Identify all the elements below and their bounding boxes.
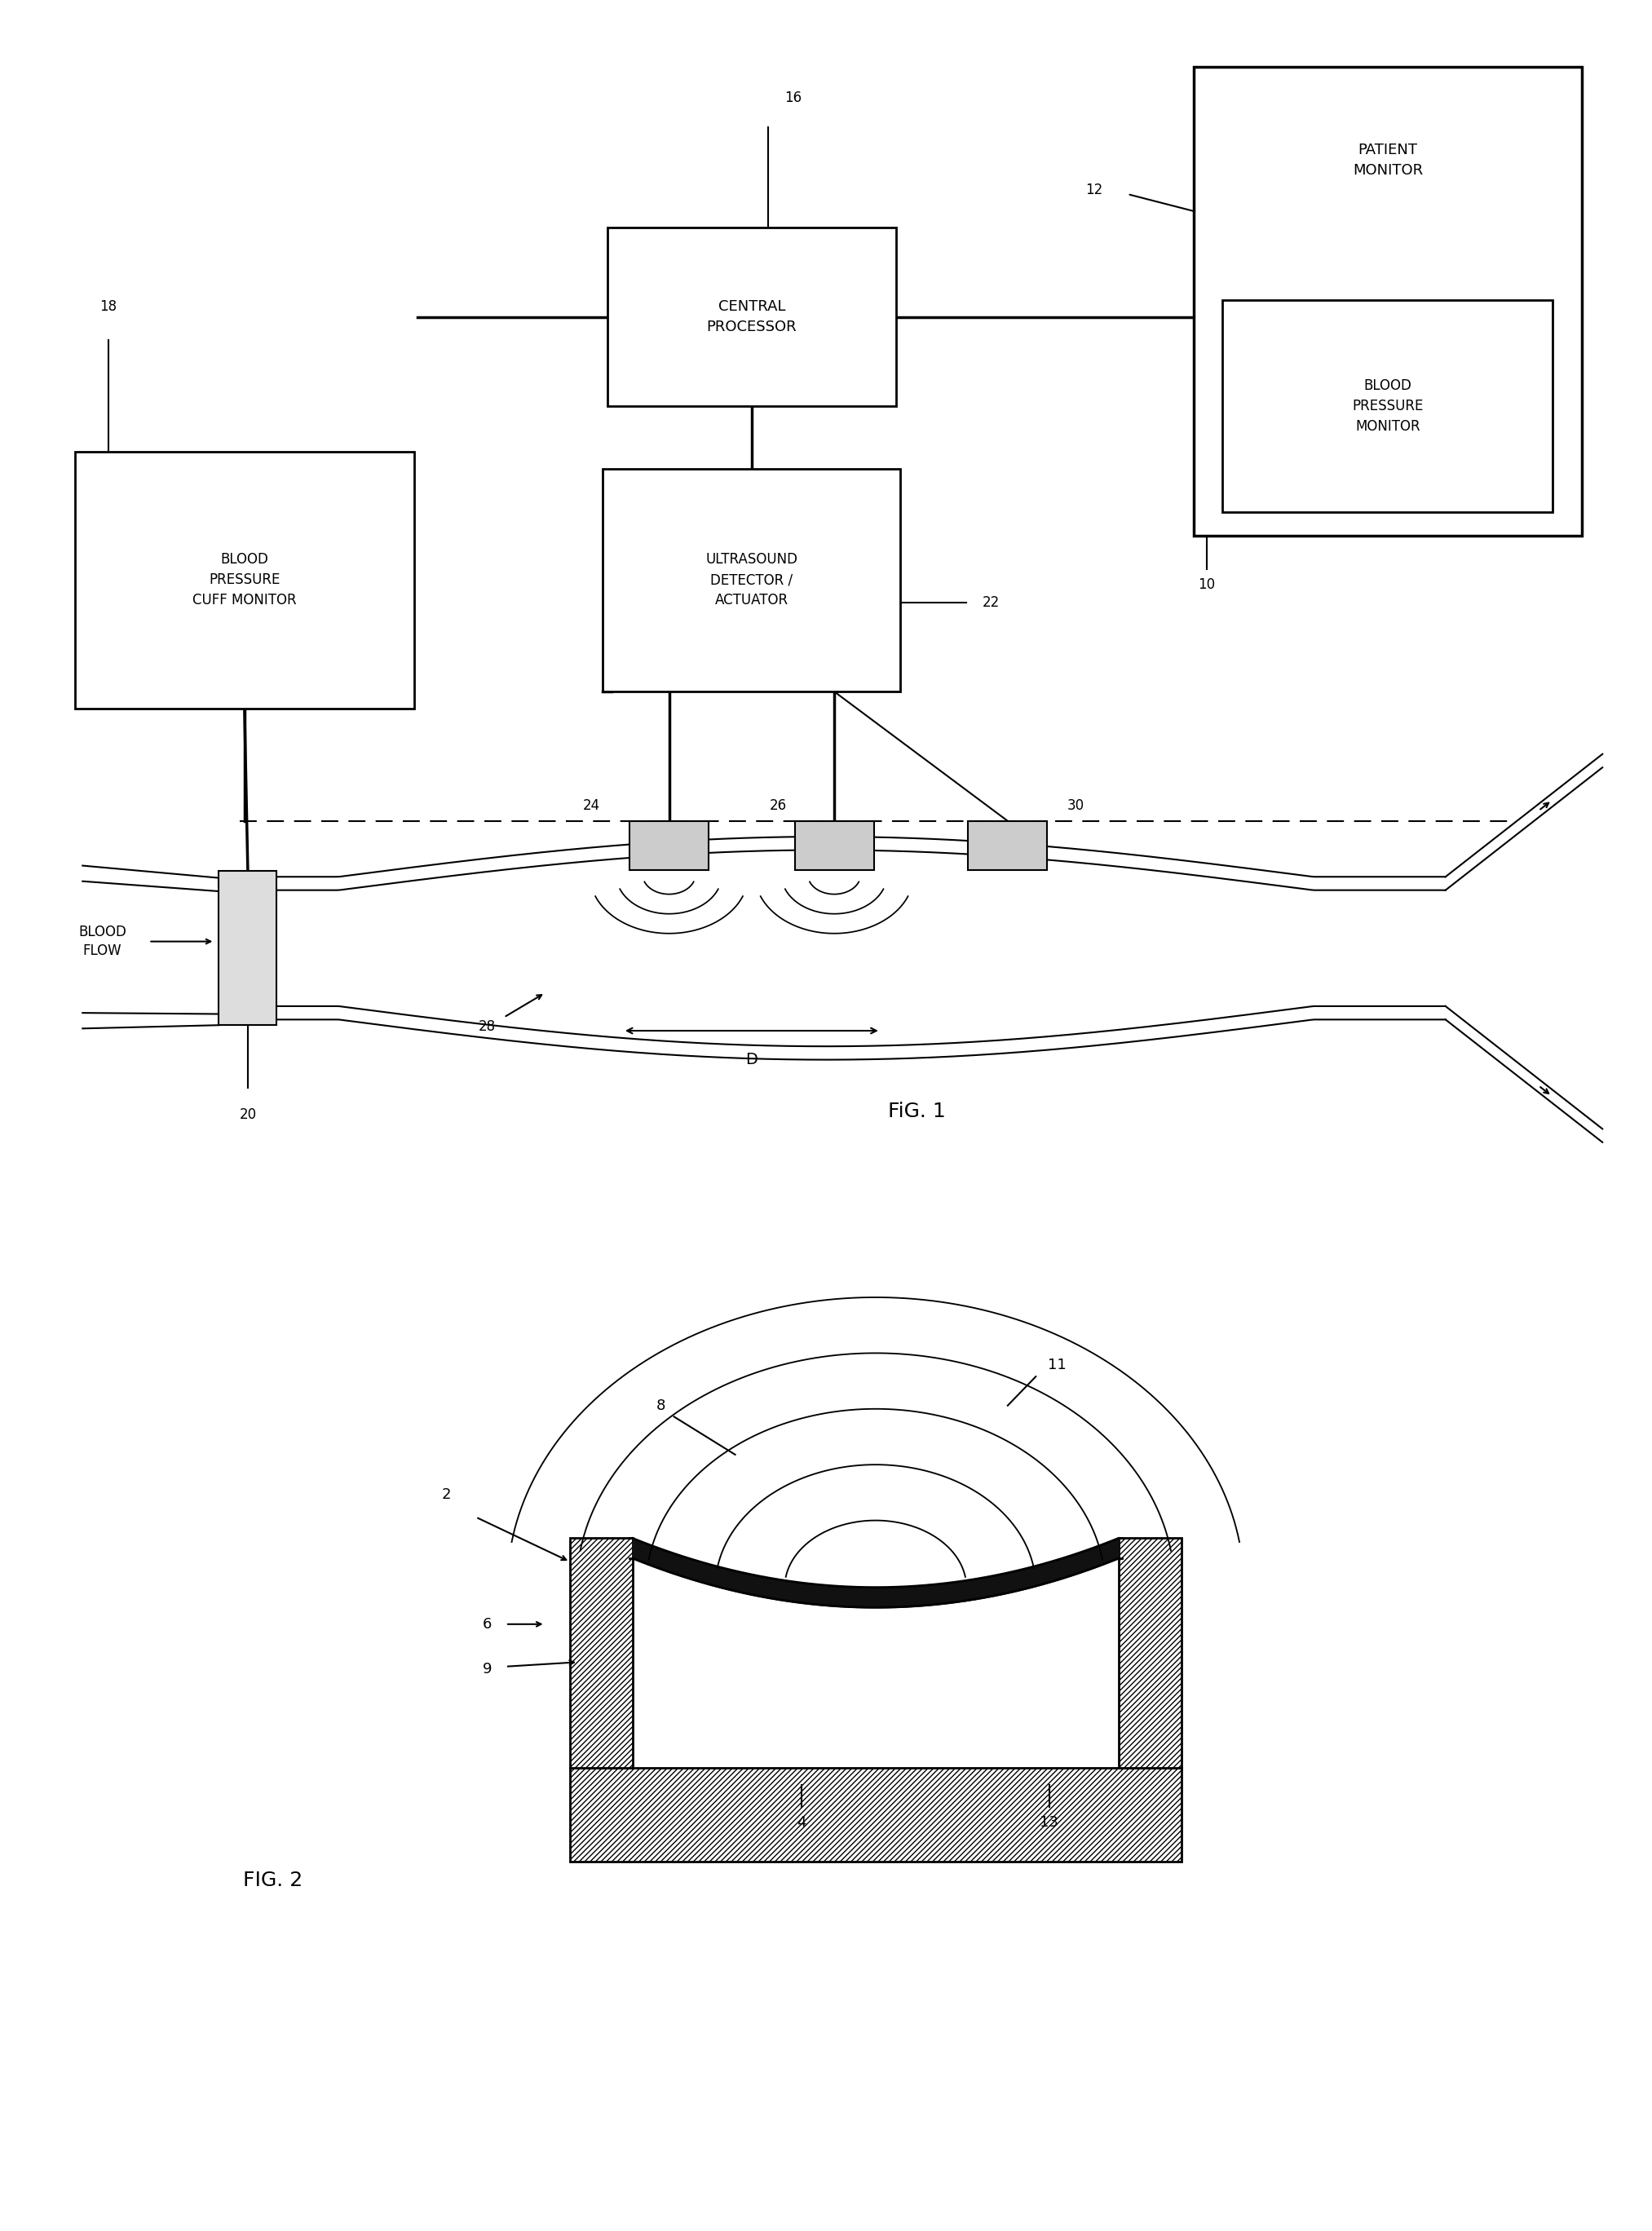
Text: 2: 2	[441, 1488, 451, 1501]
Text: 10: 10	[1198, 578, 1216, 591]
Bar	[1118, 1539, 1181, 1767]
Bar	[570, 1767, 1181, 1861]
Bar	[603, 469, 900, 692]
Bar	[570, 1539, 633, 1767]
Bar	[968, 821, 1047, 870]
Text: 20: 20	[240, 1107, 256, 1122]
Text: 22: 22	[983, 596, 999, 609]
Text: 4: 4	[796, 1816, 806, 1829]
Bar	[570, 1539, 633, 1767]
Text: FiG. 1: FiG. 1	[889, 1102, 945, 1120]
Text: 16: 16	[785, 91, 801, 105]
Bar	[570, 1767, 1181, 1861]
Text: PATIENT
MONITOR: PATIENT MONITOR	[1353, 143, 1422, 178]
Text: 18: 18	[99, 299, 117, 315]
Bar	[633, 1539, 1118, 1767]
Text: CENTRAL
PROCESSOR: CENTRAL PROCESSOR	[707, 299, 796, 335]
Text: BLOOD
PRESSURE
MONITOR: BLOOD PRESSURE MONITOR	[1351, 379, 1424, 433]
Bar	[1118, 1539, 1181, 1767]
Text: BLOOD
PRESSURE
CUFF MONITOR: BLOOD PRESSURE CUFF MONITOR	[193, 553, 296, 607]
Text: 11: 11	[1047, 1359, 1067, 1372]
Text: BLOOD
FLOW: BLOOD FLOW	[78, 924, 127, 959]
Bar	[629, 821, 709, 870]
Bar	[74, 451, 413, 709]
Bar	[218, 870, 278, 1026]
Text: 24: 24	[583, 799, 600, 812]
Bar	[795, 821, 874, 870]
Text: 13: 13	[1039, 1816, 1059, 1829]
Text: ULTRASOUND
DETECTOR /
ACTUATOR: ULTRASOUND DETECTOR / ACTUATOR	[705, 553, 798, 607]
Bar	[608, 228, 895, 406]
Text: 28: 28	[479, 1020, 496, 1033]
Text: 6: 6	[482, 1617, 492, 1631]
Bar	[1193, 67, 1581, 535]
Text: 30: 30	[1067, 799, 1084, 812]
Text: 8: 8	[656, 1399, 666, 1412]
Text: 9: 9	[482, 1662, 492, 1675]
Bar	[1222, 301, 1553, 513]
Text: D: D	[745, 1053, 758, 1066]
Text: 12: 12	[1085, 183, 1104, 196]
Text: FIG. 2: FIG. 2	[243, 1872, 302, 1890]
Text: 26: 26	[770, 799, 786, 812]
